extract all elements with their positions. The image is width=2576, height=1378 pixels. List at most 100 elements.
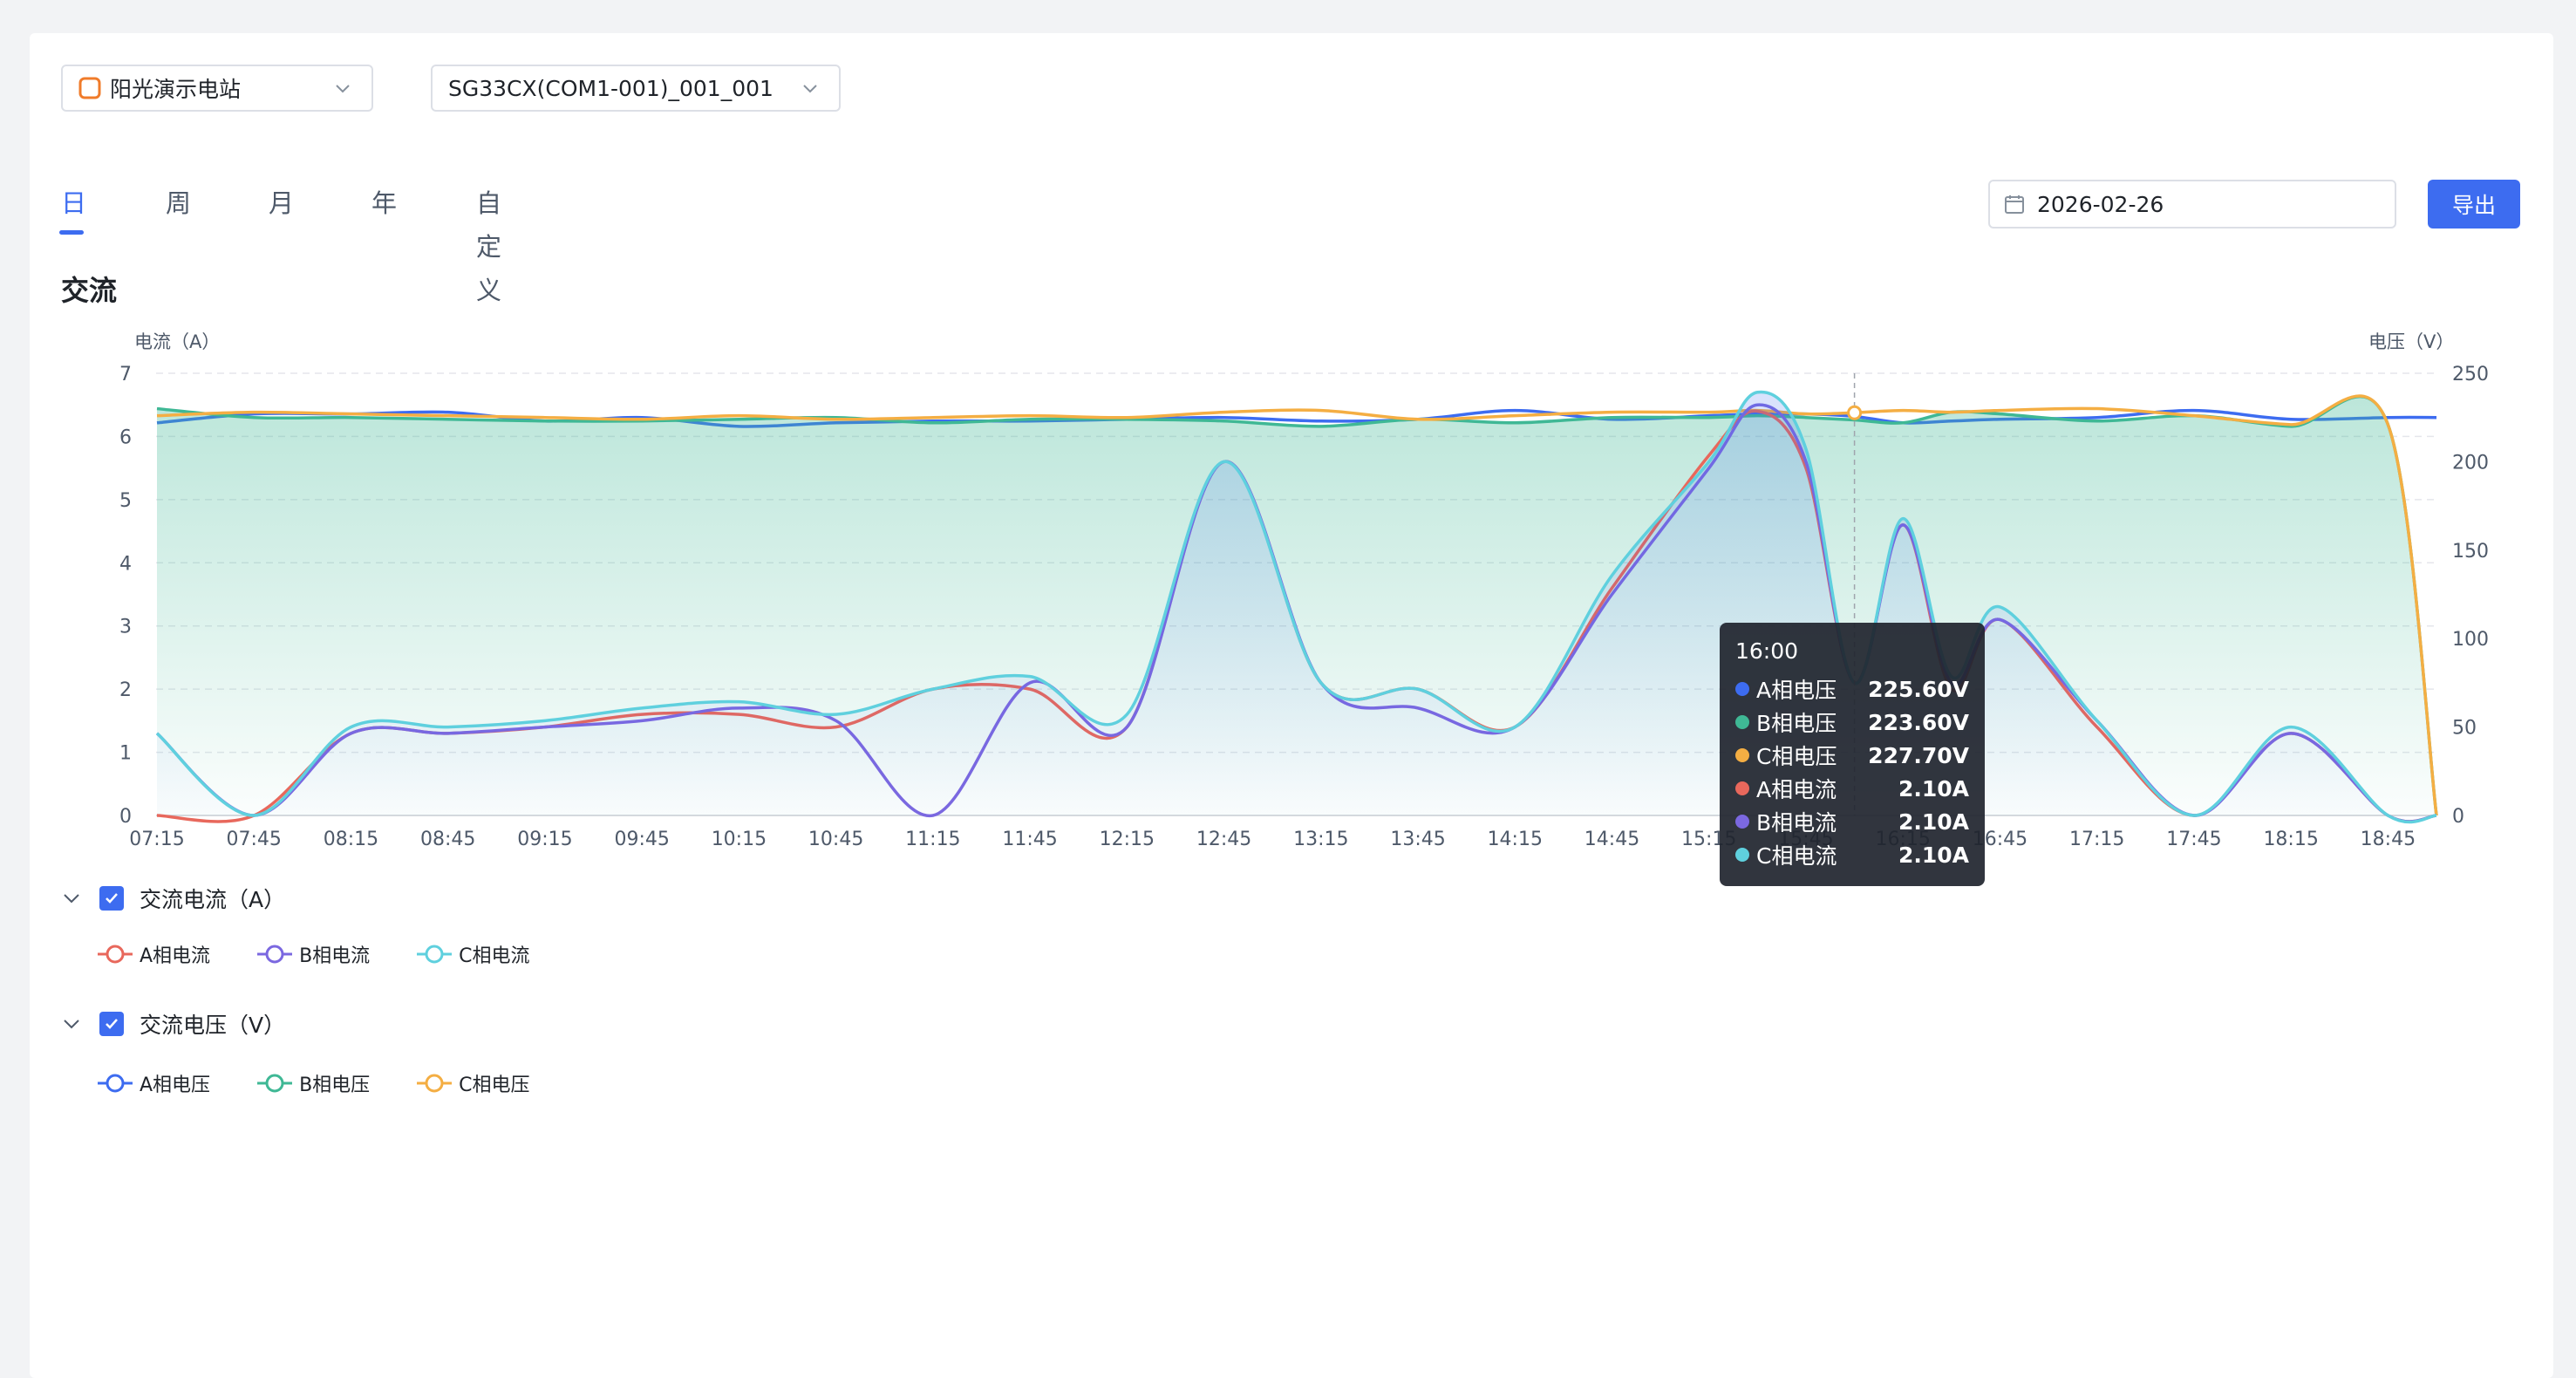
x-axis-tick: 14:15 (1488, 829, 1543, 850)
station-logo-icon (78, 77, 101, 99)
left-axis-tick: 7 (119, 364, 132, 385)
tooltip-series-value: 225.60V (1868, 676, 1969, 702)
tooltip-series-name: A相电流 (1756, 777, 1837, 802)
right-axis-tick: 250 (2452, 364, 2489, 385)
station-select[interactable]: 阳光演示电站 (61, 65, 373, 112)
hover-point (1847, 405, 1863, 420)
section-title: 交流 (61, 274, 118, 307)
series-color-dot (1735, 848, 1749, 862)
x-axis-tick: 07:15 (129, 829, 184, 850)
voltage-group-label: 交流电压（V） (140, 1013, 286, 1038)
series-color-dot (1735, 781, 1749, 795)
voltage-legend: A相电压 B相电压 C相电压 (96, 1069, 576, 1097)
legend-marker-icon (257, 1074, 293, 1093)
station-select-value: 阳光演示电站 (110, 77, 242, 102)
active-tab-indicator (59, 230, 84, 235)
legend-item[interactable]: B相电流 (256, 940, 370, 968)
x-axis-tick: 13:45 (1390, 829, 1445, 850)
legend-marker-icon (257, 945, 293, 964)
chart-tooltip: 16:00 A相电压 225.60V B相电压 223.60V C相电压 227.70V A… (1720, 623, 1985, 886)
right-axis-label: 电压（V） (2368, 331, 2455, 352)
current-group-label: 交流电流（A） (140, 887, 286, 912)
series-color-dot (1735, 715, 1749, 729)
tooltip-row: C相电流 2.10A (1735, 838, 1969, 871)
check-icon (106, 893, 118, 904)
ac-line-chart[interactable]: 0 1 2 3 4 5 6 7 0 50 100 150 200 250 07:15 07:45 08:15 08… (30, 33, 2553, 870)
tooltip-series-name: C相电流 (1756, 843, 1837, 869)
legend-item[interactable]: B相电压 (256, 1069, 370, 1097)
current-group-header[interactable]: 交流电流（A） (61, 883, 285, 914)
tooltip-series-value: 223.60V (1868, 709, 1969, 735)
tooltip-row: A相电压 225.60V (1735, 672, 1969, 706)
calendar-icon (2005, 195, 2024, 214)
export-button[interactable]: 导出 (2428, 180, 2520, 229)
left-axis-label: 电流（A） (134, 331, 221, 352)
legend-item[interactable]: C相电流 (415, 940, 530, 968)
tab-day[interactable]: 日 (61, 188, 87, 218)
legend-label: A相电压 (140, 1074, 211, 1096)
x-axis-tick: 12:45 (1196, 829, 1251, 850)
series-color-dot (1735, 815, 1749, 829)
x-axis-tick: 09:15 (517, 829, 572, 850)
right-axis-tick: 100 (2452, 629, 2489, 651)
left-axis-tick: 5 (119, 490, 132, 512)
chevron-down-icon (803, 85, 817, 93)
device-select-value: SG33CX(COM1-001)_001_001 (448, 75, 773, 101)
right-axis-tick: 0 (2452, 806, 2464, 828)
right-axis-tick: 200 (2452, 452, 2489, 474)
x-axis-tick: 18:15 (2263, 829, 2318, 850)
date-picker[interactable]: 2026-02-26 (1988, 180, 2396, 229)
voltage-group-checkbox[interactable] (99, 1012, 124, 1036)
legend-label: C相电流 (459, 945, 530, 967)
x-axis-tick: 17:15 (2069, 829, 2124, 850)
chevron-down-icon[interactable] (61, 1013, 82, 1034)
x-axis-tick: 17:45 (2166, 829, 2221, 850)
tooltip-row: B相电压 223.60V (1735, 706, 1969, 739)
series-color-dot (1735, 682, 1749, 696)
voltage-group-header[interactable]: 交流电压（V） (61, 1008, 285, 1040)
tab-custom[interactable]: 自定义 (476, 188, 502, 305)
x-axis-tick: 12:15 (1100, 829, 1155, 850)
x-axis-tick: 08:15 (324, 829, 378, 850)
tooltip-series-name: B相电流 (1756, 810, 1837, 836)
tooltip-series-name: C相电压 (1756, 744, 1837, 769)
tooltip-series-name: B相电压 (1756, 711, 1837, 736)
tab-year[interactable]: 年 (371, 188, 398, 218)
legend-item[interactable]: C相电压 (415, 1069, 530, 1097)
check-icon (106, 1019, 118, 1029)
tooltip-series-value: 2.10A (1898, 842, 1969, 868)
legend-marker-icon (98, 945, 133, 964)
chevron-down-icon[interactable] (61, 888, 82, 909)
left-axis-tick: 0 (119, 806, 132, 828)
device-select[interactable]: SG33CX(COM1-001)_001_001 (431, 65, 841, 112)
x-axis-tick: 14:45 (1584, 829, 1639, 850)
right-axis-tick: 150 (2452, 541, 2489, 563)
legend-item[interactable]: A相电流 (96, 940, 210, 968)
x-axis-tick: 11:45 (1002, 829, 1057, 850)
series-line (156, 394, 2438, 816)
left-axis-tick: 2 (119, 679, 132, 701)
chevron-down-icon (336, 85, 350, 93)
x-axis-tick: 07:45 (227, 829, 282, 850)
tooltip-series-value: 2.10A (1898, 808, 1969, 835)
x-axis-tick: 09:45 (614, 829, 669, 850)
left-axis-tick: 1 (119, 743, 132, 765)
tooltip-series-value: 2.10A (1898, 775, 1969, 802)
tooltip-row: C相电压 227.70V (1735, 739, 1969, 772)
date-value: 2026-02-26 (2037, 191, 2164, 217)
legend-label: B相电压 (299, 1074, 371, 1096)
tab-month[interactable]: 月 (269, 188, 295, 218)
tab-week[interactable]: 周 (166, 188, 192, 218)
legend-marker-icon (417, 945, 453, 964)
tooltip-time: 16:00 (1735, 638, 1799, 664)
x-axis-tick: 10:45 (808, 829, 863, 850)
left-axis-tick: 4 (119, 553, 132, 575)
x-axis-tick: 18:45 (2361, 829, 2416, 850)
current-group-checkbox[interactable] (99, 886, 124, 911)
x-axis-tick: 13:15 (1293, 829, 1348, 850)
tooltip-row: A相电流 2.10A (1735, 772, 1969, 805)
legend-marker-icon (98, 1074, 133, 1093)
legend-item[interactable]: A相电压 (96, 1069, 210, 1097)
legend-label: C相电压 (459, 1074, 530, 1096)
series-line (155, 390, 2437, 824)
